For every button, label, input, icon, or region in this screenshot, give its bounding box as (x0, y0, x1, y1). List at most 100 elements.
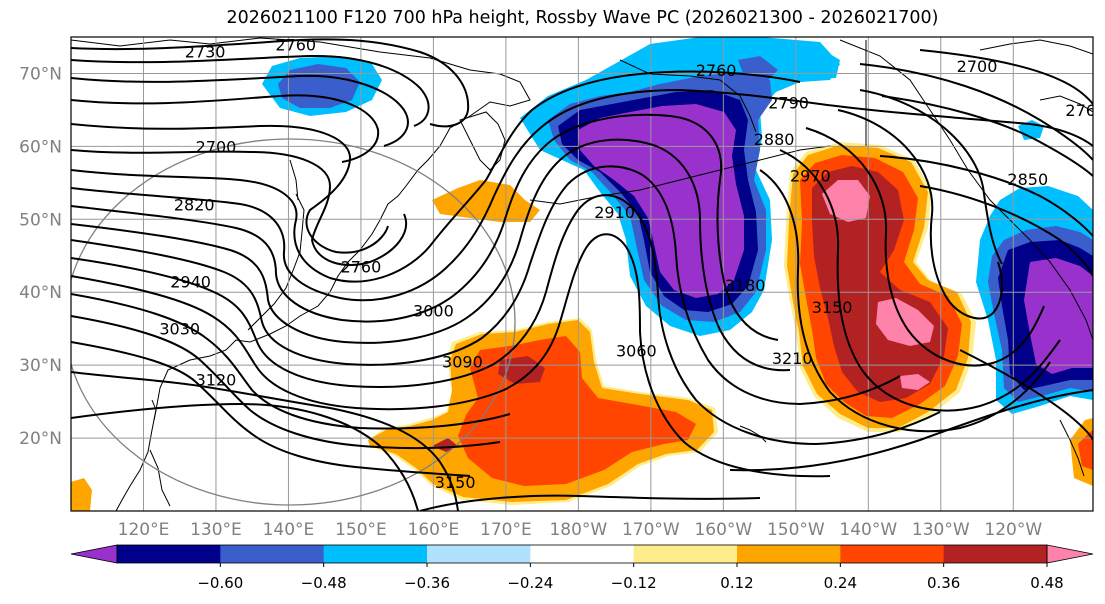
longitude-tick-label: 150°E (335, 520, 387, 540)
contour-label: 2760 (696, 61, 737, 80)
negative-anomaly-siberia-blue (278, 64, 360, 108)
contour-line (959, 349, 1093, 441)
colorbar-segment (633, 545, 738, 563)
contour-line (919, 185, 1093, 277)
contour-label: 2700 (957, 57, 998, 76)
contour-label: 3150 (435, 473, 476, 492)
longitude-tick-label: 160°W (694, 520, 752, 540)
contour-line (879, 155, 1093, 237)
colorbar-ticks: −0.60 −0.48 −0.36 −0.24 −0.12 0.12 0.24 0.36 0.4… (197, 563, 1064, 592)
contour-line (71, 94, 380, 163)
latitude-tick-label: 30°N (19, 356, 62, 376)
contour-label: 2760 (341, 258, 382, 277)
contour-label: 3060 (616, 342, 657, 361)
coastline-hawaii (739, 425, 767, 443)
colorbar-tick-label: −0.12 (611, 574, 657, 592)
contour-labels: 2730 2760 2700 2820 2760 2940 3030 3000 3090 3120… (159, 35, 1105, 492)
positive-anomaly-northeastpacific-pink2 (876, 298, 934, 346)
contour-label: 2970 (790, 167, 831, 186)
contour-line (71, 233, 831, 478)
contour-line (71, 315, 501, 450)
latitude-tick-label: 40°N (19, 283, 62, 303)
negative-anomaly-bering-purple (578, 104, 744, 298)
coastline-canada (979, 39, 1093, 55)
colorbar-tick-label: 0.24 (824, 574, 857, 592)
colorbar-segment (943, 545, 1048, 563)
height-contours (71, 38, 1093, 511)
contour-label: 2820 (174, 196, 215, 215)
contour-line (71, 194, 941, 446)
contour-label: 2760 (275, 35, 316, 54)
coastline-philippines (149, 449, 171, 507)
contour-label: 2940 (170, 272, 211, 291)
contour-label: 2790 (768, 94, 809, 113)
contour-label: 2880 (754, 130, 795, 149)
contour-label: 3000 (413, 301, 454, 320)
contour-line (71, 138, 791, 372)
longitude-tick-label: 120°E (118, 520, 170, 540)
positive-anomaly-southwest (71, 478, 92, 511)
longitude-tick-label: 170°E (480, 520, 532, 540)
longitude-tick-label: 130°E (190, 520, 242, 540)
colorbar-segment (737, 545, 841, 563)
longitude-tick-label: 130°W (912, 520, 970, 540)
colorbar-segment (427, 545, 531, 563)
contour-line (71, 88, 1093, 302)
reference-circle (71, 138, 516, 506)
contour-line (71, 54, 430, 127)
contour-line (71, 70, 801, 283)
contour-line (859, 89, 1003, 265)
latitude-tick-label: 70°N (19, 64, 62, 84)
longitude-tick-label: 140°E (263, 520, 315, 540)
contour-line (859, 63, 1093, 161)
colorbar-tick-label: 0.36 (927, 574, 960, 592)
longitude-tick-label: 140°W (839, 520, 897, 540)
contour-label: 2850 (1007, 170, 1048, 189)
contour-label: 3150 (812, 298, 853, 317)
map-title: 2026021100 F120 700 hPa height, Rossby W… (226, 8, 939, 28)
longitude-tick-label: 150°W (767, 520, 825, 540)
contour-line (71, 74, 409, 147)
coastline-alaska (839, 39, 1093, 341)
contour-label: 3210 (772, 349, 813, 368)
colorbar-segment (220, 545, 325, 563)
longitude-tick-label: 180°W (549, 520, 607, 540)
contour-line (919, 49, 1093, 105)
coastline-baja (1059, 419, 1085, 477)
contour-line (837, 109, 1003, 320)
positive-anomaly-northeastpacific-pink3 (900, 374, 930, 390)
colorbar-segment (117, 545, 221, 563)
contour-line (71, 113, 779, 341)
latitude-tick-label: 50°N (19, 210, 62, 230)
longitude-tick-label: 160°E (408, 520, 460, 540)
negative-anomaly-alaska-lightblue (690, 37, 840, 80)
colorbar-blocks (70, 544, 1094, 564)
contour-line (729, 389, 1093, 472)
contour-line (805, 127, 1045, 367)
colorbar-tick-label: −0.60 (197, 574, 243, 592)
contour-line (71, 293, 511, 430)
positive-anomaly-southeast-red (1078, 430, 1093, 470)
contour-line (71, 165, 901, 406)
contour-label: 3180 (725, 276, 766, 295)
contour-label: 2730 (185, 43, 226, 62)
longitude-tick-label: 120°W (984, 520, 1042, 540)
colorbar-tick-label: −0.48 (301, 574, 347, 592)
colorbar-segment (530, 545, 635, 563)
contour-line (881, 95, 1093, 177)
colorbar-extend-left (70, 544, 118, 564)
contour-label: 2760 (1065, 101, 1105, 120)
colorbar-segment (323, 545, 428, 563)
negative-anomaly-westcoast-purple (1024, 258, 1093, 374)
coastline-sakhalin (289, 159, 299, 201)
contour-line (779, 149, 1061, 412)
coastline-taiwan (151, 399, 157, 421)
latitude-tick-label: 20°N (19, 429, 62, 449)
colorbar-tick-label: −0.36 (404, 574, 450, 592)
colorbar-tick-label: 0.48 (1030, 574, 1063, 592)
longitude-axis: 120°E 130°E 140°E 150°E 160°E 170°E 180°W 170°W… (118, 520, 1043, 540)
contour-label: 2910 (594, 203, 635, 222)
latitude-axis: 70°N 60°N 50°N 40°N 30°N 20°N (19, 64, 62, 449)
